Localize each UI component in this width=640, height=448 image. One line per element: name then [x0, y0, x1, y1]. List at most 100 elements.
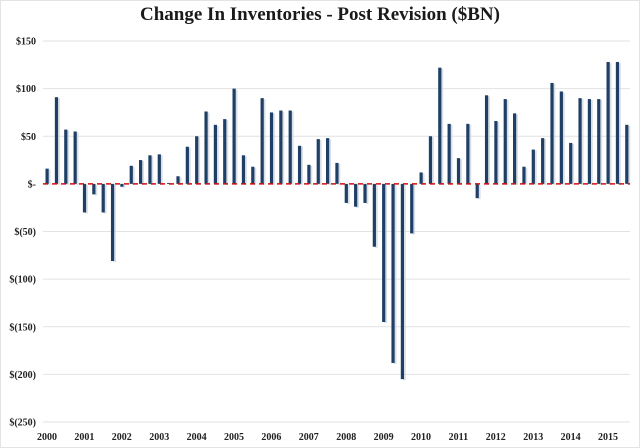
- bar-shadow: [290, 111, 294, 185]
- bar: [316, 139, 320, 184]
- bar: [531, 149, 535, 184]
- y-tick-label: $(50): [14, 227, 36, 238]
- bar-shadow: [580, 99, 584, 185]
- x-tick-label: 2013: [523, 432, 543, 443]
- bar: [456, 158, 461, 184]
- bar: [438, 67, 442, 184]
- bar-shadow: [384, 184, 388, 323]
- bar-shadow: [421, 173, 425, 185]
- bar: [92, 183, 96, 195]
- bar-shadow: [309, 165, 313, 185]
- bar: [185, 146, 189, 184]
- bar-shadow: [66, 130, 70, 185]
- bar-shadow: [496, 122, 500, 185]
- bar: [82, 183, 87, 213]
- bar-shadow: [84, 184, 88, 214]
- bar: [157, 154, 161, 184]
- bar-shadow: [589, 100, 593, 185]
- bar-shadow: [543, 139, 547, 185]
- bar: [251, 166, 255, 184]
- bar-shadow: [178, 177, 182, 185]
- bar: [120, 183, 124, 187]
- x-tick-label: 2009: [374, 432, 394, 443]
- bar: [578, 98, 582, 184]
- x-tick-label: 2006: [261, 432, 281, 443]
- bar: [363, 183, 367, 203]
- bar-shadow: [122, 184, 126, 188]
- bar-shadow: [206, 112, 210, 185]
- bar-shadow: [552, 83, 556, 185]
- bar: [419, 172, 423, 184]
- bar-shadow: [281, 111, 285, 185]
- bar: [615, 61, 620, 184]
- bar-shadow: [197, 137, 201, 185]
- bar-shadow: [627, 125, 631, 185]
- bar: [269, 112, 274, 184]
- x-tick-label: 2008: [336, 432, 356, 443]
- bar-shadow: [56, 98, 60, 185]
- bar-shadow: [356, 184, 360, 208]
- bar-shadow: [402, 184, 406, 381]
- bar-shadow: [393, 184, 397, 364]
- bar: [372, 183, 376, 247]
- bar-shadow: [505, 100, 509, 185]
- bar: [232, 88, 236, 184]
- bar: [522, 166, 526, 184]
- bar: [64, 129, 68, 184]
- bar-shadow: [617, 62, 621, 185]
- bar: [223, 119, 227, 184]
- bar: [550, 82, 554, 184]
- x-tick-label: 2011: [449, 432, 468, 443]
- bar-shadow: [365, 184, 369, 204]
- bar: [213, 124, 217, 184]
- bar-shadow: [112, 184, 116, 263]
- bar: [307, 164, 311, 184]
- bar-shadow: [533, 150, 537, 185]
- bar-shadow: [515, 114, 518, 185]
- bar-shadow: [412, 184, 416, 235]
- bar: [400, 183, 404, 380]
- bar: [382, 183, 386, 322]
- bar: [494, 121, 498, 184]
- bar: [354, 183, 358, 207]
- bar: [139, 160, 143, 184]
- x-tick-label: 2001: [74, 432, 94, 443]
- bar: [391, 183, 395, 363]
- bar: [297, 145, 302, 184]
- x-tick-label: 2010: [411, 432, 431, 443]
- y-tick-label: $50: [21, 132, 36, 143]
- bar-shadow: [524, 167, 528, 185]
- bar-shadow: [561, 92, 565, 185]
- bar-shadow: [337, 163, 341, 185]
- x-tick-label: 2003: [149, 432, 169, 443]
- bar: [447, 123, 451, 184]
- bar: [597, 99, 601, 184]
- bar-shadow: [608, 62, 612, 185]
- bar-shadow: [150, 156, 154, 185]
- bar: [101, 183, 105, 213]
- y-tick-label: $(250): [9, 418, 36, 429]
- bar: [167, 182, 171, 184]
- bar-shadow: [440, 68, 444, 185]
- bar: [110, 183, 115, 262]
- bar: [241, 155, 246, 184]
- bar: [129, 165, 133, 184]
- bar-shadow: [486, 96, 490, 185]
- x-tick-label: 2014: [561, 432, 581, 443]
- bar: [45, 168, 49, 184]
- x-tick-label: 2002: [112, 432, 132, 443]
- y-tick-label: $-: [28, 179, 36, 190]
- bar: [279, 110, 283, 184]
- bar-shadow: [477, 184, 481, 200]
- bar: [326, 138, 330, 184]
- bar: [513, 113, 517, 184]
- bar-shadow: [458, 159, 462, 185]
- bar: [466, 123, 470, 184]
- bar-shadow: [571, 143, 575, 185]
- bar: [73, 131, 77, 184]
- bar-shadow: [262, 99, 266, 185]
- bar: [428, 136, 433, 184]
- bar-shadow: [131, 166, 135, 185]
- bar-shadow: [103, 184, 107, 214]
